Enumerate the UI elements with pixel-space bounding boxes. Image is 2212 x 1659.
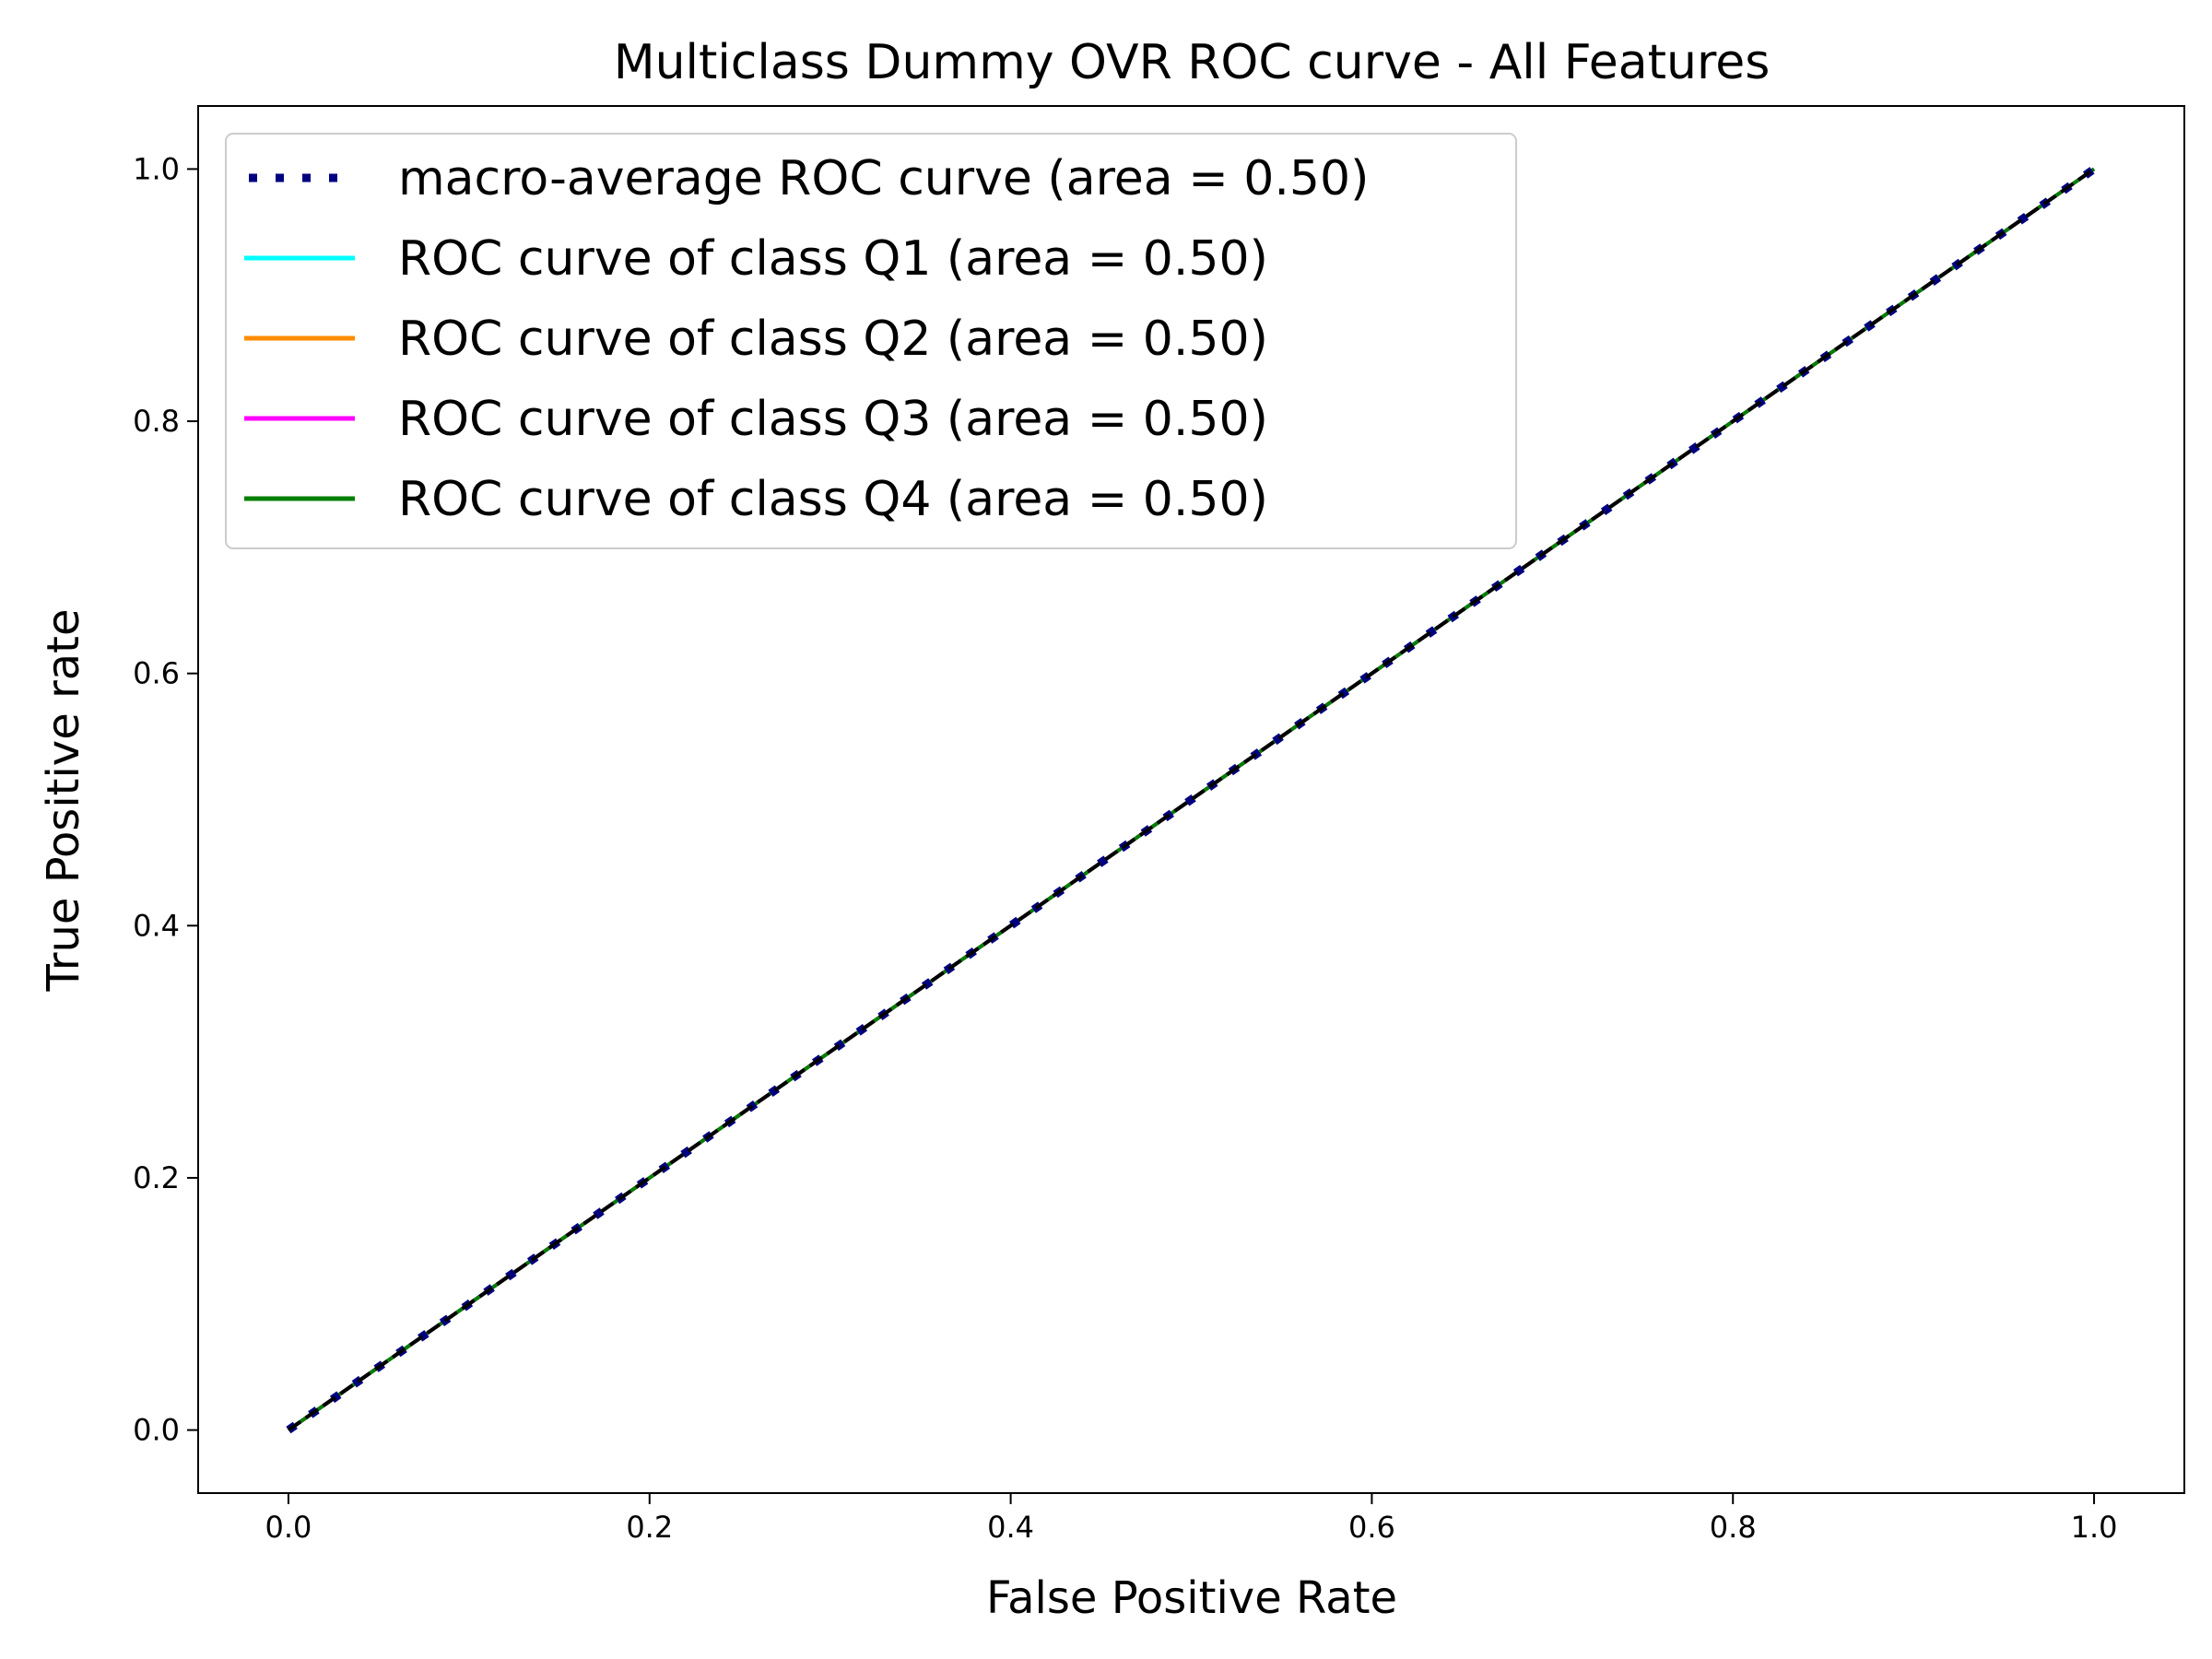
plot-area (286, 165, 2097, 1434)
y-tick-label: 0.2 (133, 1160, 180, 1195)
legend-entry-label: macro-average ROC curve (area = 0.50) (398, 151, 1369, 206)
series-line-macro-average (286, 165, 2097, 1434)
x-tick-label: 0.8 (1710, 1510, 1757, 1545)
x-tick-label: 1.0 (2071, 1510, 2118, 1545)
y-tick-label: 1.0 (133, 151, 180, 186)
legend-entry-label: ROC curve of class Q3 (area = 0.50) (398, 392, 1268, 447)
x-tick-label: 0.2 (626, 1510, 673, 1545)
legend: macro-average ROC curve (area = 0.50) ROC… (225, 133, 1517, 549)
legend-entry-label: ROC curve of class Q1 (area = 0.50) (398, 231, 1268, 287)
y-tick-label: 0.4 (133, 908, 180, 943)
chance-reference-line (287, 167, 2096, 1432)
legend-entry-label: ROC curve of class Q4 (area = 0.50) (398, 472, 1268, 527)
x-tick-label: 0.4 (987, 1510, 1034, 1545)
x-axis-label: False Positive Rate (986, 1572, 1397, 1624)
y-axis-label: True Positive rate (38, 608, 89, 992)
chart-title: Multiclass Dummy OVR ROC curve - All Fea… (614, 35, 1771, 90)
x-axis-ticks: 0.0 0.2 0.4 0.6 0.8 1.0 (265, 1493, 2118, 1545)
y-tick-label: 0.0 (133, 1413, 180, 1448)
x-tick-label: 0.6 (1348, 1510, 1395, 1545)
y-tick-label: 0.8 (133, 404, 180, 439)
legend-box (225, 133, 1517, 549)
plot-frame (197, 105, 2185, 1494)
x-tick-label: 0.0 (265, 1510, 312, 1545)
y-axis-ticks: 0.0 0.2 0.4 0.6 0.8 1.0 (133, 151, 198, 1448)
y-tick-label: 0.6 (133, 656, 180, 691)
legend-entry-label: ROC curve of class Q2 (area = 0.50) (398, 312, 1268, 367)
